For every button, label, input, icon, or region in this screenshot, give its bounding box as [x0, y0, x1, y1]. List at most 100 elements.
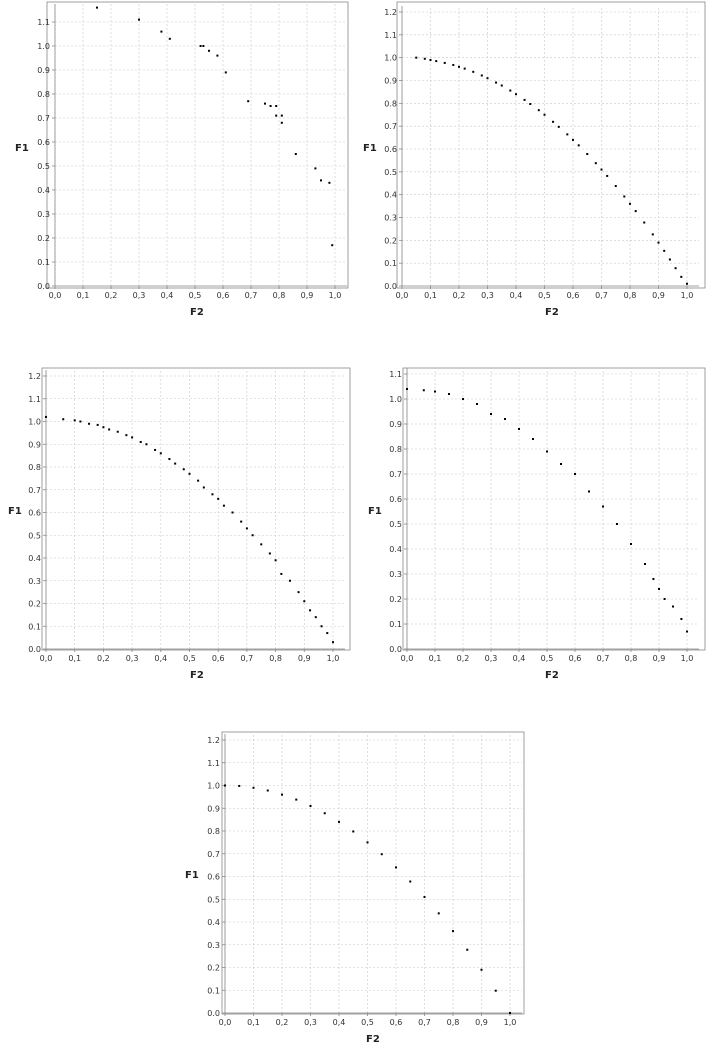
chart-2-point [629, 202, 631, 205]
chart-2-y-tick-label: 0.3 [384, 214, 397, 223]
chart-5-point [338, 820, 340, 823]
chart-3-point [280, 572, 283, 575]
chart-2-point [577, 144, 580, 147]
chart-3-ylabel: F1 [8, 506, 22, 517]
chart-3-x-tick-label: 0,7 [241, 654, 254, 663]
chart-2-x-tick-label: 0,2 [453, 291, 466, 300]
chart-4-point [663, 598, 666, 600]
chart-3-y-tick-label: 0.5 [28, 531, 41, 540]
chart-1-x-tick-label: 0,4 [161, 291, 174, 300]
chart-3-point [45, 415, 47, 418]
chart-3-x-tick-label: 1,0 [327, 654, 340, 663]
chart-2-x-tick-label: 0,1 [424, 291, 437, 300]
chart-3-point [251, 534, 254, 537]
chart-1-point [275, 114, 278, 117]
chart-2-point [435, 60, 438, 63]
chart-4-x-tick-label: 0,7 [597, 654, 610, 663]
chart-4-x-tick-label: 0,8 [625, 654, 638, 663]
chart-2-point [495, 81, 498, 84]
scatter-chart-3: F1 0,0 0,1 0,2 0,3 0,4 0,5 0,6 0,7 0,8 0,9 1,00.00… [8, 367, 351, 681]
chart-1-y-tick-label: 0.2 [37, 234, 50, 243]
chart-3-y-tick-label: 0.3 [28, 577, 41, 586]
chart-2-y-tick-label: 0.1 [384, 259, 397, 268]
chart-1-y-tick-label: 0.6 [37, 138, 50, 147]
chart-2-y-tick-label: 0.8 [384, 99, 397, 108]
chart-5-point [238, 784, 241, 787]
chart-4-point [448, 393, 450, 395]
chart-3-point [174, 462, 177, 465]
chart-5-x-tick-label: 0,5 [361, 1018, 374, 1027]
chart-5-y-tick-label: 0.1 [207, 986, 220, 995]
chart-2-point [509, 89, 512, 92]
chart-3-point [197, 479, 200, 482]
chart-2-y-tick-label: 0.0 [384, 282, 397, 291]
chart-5-y-tick-label: 0.4 [207, 918, 220, 927]
chart-5-point [395, 866, 397, 869]
chart-3-x-tick-label: 0,6 [212, 654, 225, 663]
chart-5-point [452, 930, 454, 933]
chart-2-x-tick-label: 0,7 [595, 291, 608, 300]
chart-1-x-tick-label: 0,6 [217, 291, 230, 300]
chart-2-x-tick-label: 0,0 [396, 291, 409, 300]
chart-1-x-tick-label: 0,7 [245, 291, 258, 300]
chart-3-y-tick-label: 1.0 [28, 418, 41, 427]
chart-1-point [314, 167, 317, 170]
chart-5-y-tick-label: 0.7 [207, 850, 220, 859]
chart-4-point [546, 450, 548, 453]
chart-5-point [409, 880, 412, 883]
chart-2-point [680, 275, 683, 278]
chart-5-point [352, 830, 355, 833]
chart-3-y-tick-label: 0.4 [28, 554, 41, 563]
chart-2-y-tick-label: 0.9 [384, 77, 397, 86]
chart-4-point [476, 403, 478, 405]
chart-5-y-tick-label: 0.3 [207, 941, 220, 950]
chart-4-y-tick-label: 0.3 [389, 570, 402, 579]
chart-2-xlabel: F2 [545, 307, 559, 318]
chart-1-x-tick-label: 0,2 [105, 291, 118, 300]
chart-4-y-tick-label: 0.6 [389, 495, 402, 504]
chart-1-y-tick-label: 0.3 [37, 210, 50, 219]
chart-3-x-tick-label: 0,4 [154, 654, 167, 663]
chart-2-y-tick-label: 0.4 [384, 191, 397, 200]
chart-2-point [643, 221, 646, 224]
chart-2-point [663, 249, 666, 252]
chart-3-x-tick-label: 0,8 [269, 654, 282, 663]
chart-5-point [309, 804, 312, 807]
chart-3-point [139, 440, 142, 443]
chart-1-point [96, 6, 98, 9]
chart-2-point [606, 174, 609, 177]
chart-5-y-tick-label: 0.9 [207, 804, 220, 813]
chart-2-ylabel: F1 [363, 143, 377, 154]
chart-5-point [295, 798, 298, 801]
chart-2-point [452, 63, 455, 66]
chart-4-point [602, 505, 604, 508]
chart-3-point [73, 419, 76, 422]
chart-3-y-tick-label: 0.6 [28, 509, 41, 518]
chart-4-y-tick-label: 1.1 [389, 370, 402, 379]
chart-3-xlabel: F2 [190, 670, 204, 681]
chart-5-y-tick-label: 0.2 [207, 964, 220, 973]
chart-5-point [252, 786, 255, 789]
chart-4-point [644, 563, 646, 565]
chart-4-x-tick-label: 0,6 [569, 654, 582, 663]
chart-3-point [159, 452, 162, 455]
chart-5-x-tick-label: 1,0 [504, 1018, 517, 1027]
chart-4-x-tick-label: 0,3 [485, 654, 498, 663]
chart-1-point [247, 100, 250, 103]
chart-4-plot: 0,0 0,1 0,2 0,3 0,4 0,5 0,6 0,7 0,8 0,9 1,0 0.0 0.1 0… [389, 368, 699, 663]
chart-2-point [657, 241, 660, 244]
chart-4-point [422, 389, 425, 392]
chart-4-point [406, 388, 408, 390]
chart-2-x-tick-label: 0,3 [481, 291, 494, 300]
chart-1-point [168, 37, 171, 40]
chart-5-point [494, 989, 497, 992]
chart-1-ylabel: F1 [15, 143, 29, 154]
chart-2-point [614, 184, 617, 187]
chart-5-point [437, 912, 440, 915]
chart-4-point [630, 543, 632, 545]
chart-5-y-tick-label: 0.6 [207, 873, 220, 882]
chart-4-point [434, 390, 436, 393]
chart-4-x-tick-label: 0,4 [513, 654, 526, 663]
chart-2-point [480, 74, 483, 77]
chart-4-y-tick-label: 0.2 [389, 595, 402, 604]
